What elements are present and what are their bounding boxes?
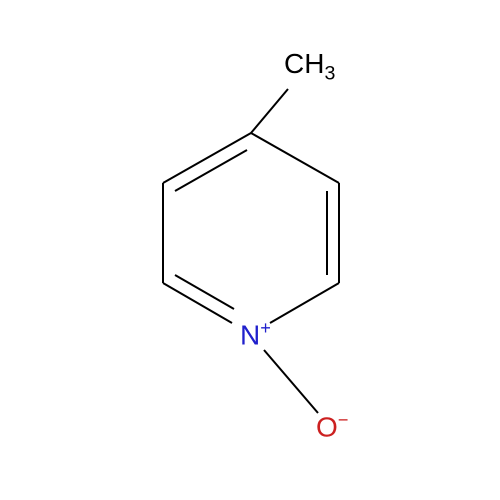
ch3-label: CH3 <box>284 48 335 86</box>
bond-n-o <box>264 350 318 413</box>
bond-c1-ch3 <box>251 89 288 133</box>
bond-c6-c1-a <box>163 133 251 183</box>
bond-c3-n <box>270 283 339 323</box>
o-sup: − <box>338 410 349 430</box>
bond-n-c5-b <box>175 275 234 309</box>
n-plus-label: N+ <box>240 318 271 351</box>
o-minus-label: O− <box>316 410 348 443</box>
n-text: N <box>240 319 260 350</box>
bonds-svg <box>0 0 500 500</box>
ch3-text: CH <box>284 48 324 79</box>
o-text: O <box>316 411 338 442</box>
bond-c1-c2 <box>251 133 339 183</box>
molecule-diagram: CH3 N+ O− <box>0 0 500 500</box>
ch3-sub: 3 <box>324 63 335 85</box>
n-sup: + <box>260 318 271 338</box>
